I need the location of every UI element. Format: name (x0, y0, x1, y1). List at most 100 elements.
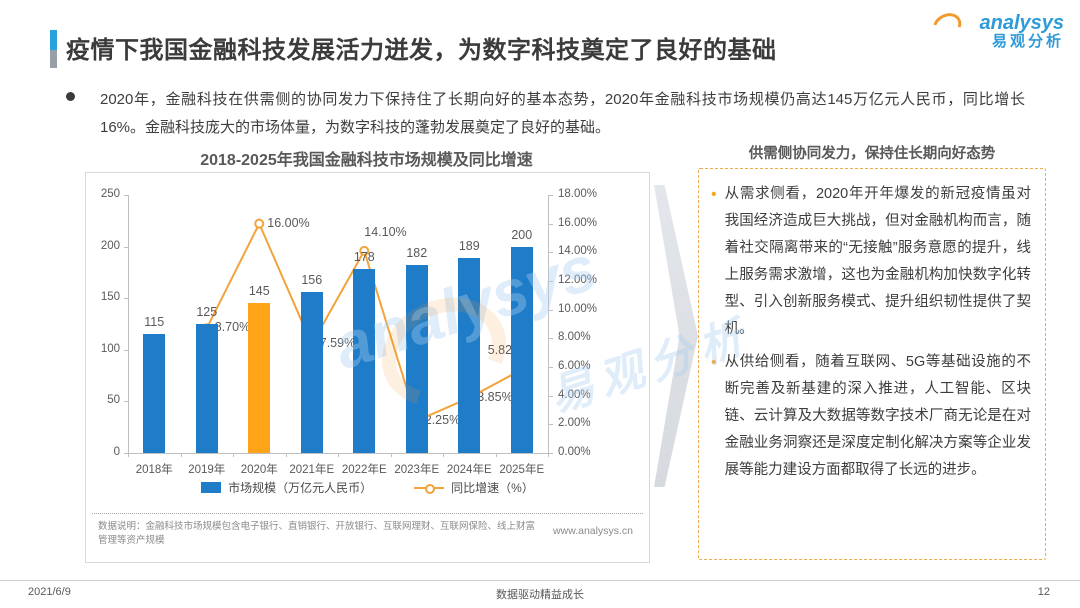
y-axis-right-label: 0.00% (558, 446, 591, 458)
y-axis-left (128, 195, 129, 453)
chart-card: 5.82% 3.85% 2.25% 14.10% 7.59% 16.00% 8.70% 200… (85, 172, 650, 563)
x-axis-label: 2022年E (341, 464, 387, 476)
x-axis-label: 2025年E (499, 464, 545, 476)
legend-item-growth-rate: 同比增速（%） (414, 479, 534, 496)
x-axis-label: 2018年 (135, 464, 173, 476)
panel-bullet-1: • 从需求侧看，2020年开年爆发的新冠疫情虽对我国经济造成巨大挑战，但对金融机构… (711, 181, 1031, 343)
footer-date: 2021/6/9 (28, 586, 71, 598)
transition-arrow (654, 185, 698, 487)
market-scale-bar-2018年 (143, 334, 166, 453)
y-axis-left-label: 50 (107, 394, 120, 407)
legend-item-market-scale: 市场规模（万亿元人民币） (201, 479, 372, 496)
footer-motto: 数据驱动精益成长 (496, 589, 584, 601)
y-axis-right-label: 2.00% (558, 417, 591, 430)
market-scale-bar-2020年 (248, 303, 271, 453)
panel-bullet-text: 从需求侧看，2020年开年爆发的新冠疫情虽对我国经济造成巨大挑战，但对金融机构而… (724, 186, 1031, 337)
page-title: 疫情下我国金融科技发展活力迸发，为数字科技奠定了良好的基础 (66, 37, 777, 64)
footer-page-number: 12 (1037, 586, 1050, 598)
logo-text-en: analysys (979, 12, 1064, 34)
y-axis-left-label: 150 (100, 291, 120, 304)
y-axis-left-label: 100 (100, 342, 120, 355)
chart-title: 2018-2025年我国金融科技市场规模及同比增速 (200, 152, 533, 169)
bar-value-label: 200 (511, 227, 533, 242)
y-axis-right-label: 10.00% (558, 302, 598, 315)
y-axis-right-tick (549, 223, 553, 225)
y-axis-right (548, 195, 549, 453)
y-axis-right-label: 6.00% (558, 360, 591, 372)
y-axis-left-tick (124, 401, 128, 403)
y-axis-right-tick (549, 424, 553, 426)
growth-value-label: 3.85% (477, 389, 513, 404)
bar-value-label: 115 (144, 315, 165, 330)
y-axis-left-tick (124, 349, 128, 351)
market-scale-bar-2021年E (300, 292, 323, 453)
x-axis-label: 2021年E (289, 464, 335, 476)
bar-value-label: 182 (406, 246, 428, 261)
chart-data-note: 数据说明：金融科技市场规模包含电子银行、直销银行、开放银行、互联网理财、互联网保… (98, 521, 536, 546)
market-scale-bar-2025年E (510, 246, 533, 453)
chart-legend: 市场规模（万亿元人民币） 同比增速（%） (86, 479, 649, 496)
growth-marker-icon (359, 245, 370, 256)
panel-box: • 从需求侧看，2020年开年爆发的新冠疫情虽对我国经济造成巨大挑战，但对金融机构… (698, 168, 1046, 560)
legend-label-market-scale: 市场规模（万亿元人民币） (228, 481, 373, 495)
bar-value-label: 189 (458, 238, 480, 253)
footer-divider (0, 580, 1080, 581)
y-axis-left-label: 200 (100, 239, 120, 252)
growth-value-label: 2.25% (424, 412, 461, 427)
x-axis-tick (338, 453, 339, 457)
y-axis-left-label: 0 (113, 446, 120, 458)
x-axis-tick (548, 453, 549, 457)
x-axis-tick (285, 453, 287, 457)
x-axis-tick (390, 453, 392, 457)
y-axis-right-label: 8.00% (558, 331, 591, 344)
analysys-logo: analysys 易观分析 (928, 8, 1064, 51)
market-scale-bar-2022年E (353, 269, 376, 453)
legend-line-swatch-icon (414, 483, 445, 494)
title-accent-bar (50, 30, 57, 68)
y-axis-right-label: 12.00% (558, 274, 598, 286)
x-axis-tick (443, 453, 444, 457)
market-scale-bar-2023年E (405, 265, 428, 453)
x-axis-tick (128, 453, 129, 457)
bullet-dot-icon: • (711, 186, 717, 203)
growth-marker-icon (254, 218, 265, 229)
panel-bullet-text: 从供给侧看，随着互联网、5G等基础设施的不断完善及新基建的深入推进，人工智能、区… (724, 354, 1031, 478)
x-axis-tick (233, 453, 234, 457)
y-axis-right-tick (549, 453, 553, 454)
bar-value-label: 178 (353, 250, 375, 265)
y-axis-right-tick (549, 338, 553, 340)
y-axis-right-tick (549, 367, 553, 368)
intro-bullet-dot (66, 92, 75, 101)
y-axis-left-label: 250 (100, 188, 120, 200)
y-axis-right-tick (549, 281, 553, 282)
legend-bar-swatch-icon (201, 482, 222, 493)
x-axis-label: 2024年E (446, 464, 492, 476)
panel-bullet-list: • 从需求侧看，2020年开年爆发的新冠疫情虽对我国经济造成巨大挑战，但对金融机构… (711, 181, 1031, 484)
bar-value-label: 125 (196, 305, 218, 319)
growth-value-label: 7.59% (319, 336, 356, 351)
y-axis-right-label: 14.00% (558, 245, 598, 258)
y-axis-right-tick (549, 195, 553, 196)
y-axis-right-label: 18.00% (558, 188, 598, 200)
logo-text-cn: 易观分析 (991, 33, 1064, 50)
growth-value-label: 14.10% (364, 224, 407, 239)
panel-title: 供需侧协同发力，保持住长期向好态势 (748, 146, 996, 162)
bullet-dot-icon: • (711, 354, 717, 371)
x-axis (128, 453, 549, 454)
y-axis-left-tick (124, 453, 128, 454)
market-scale-bar-2024年E (458, 257, 481, 453)
x-axis-label: 2019年 (188, 464, 226, 476)
growth-value-label: 16.00% (267, 215, 310, 230)
y-axis-right-tick (549, 395, 553, 397)
x-axis-tick (495, 453, 497, 457)
y-axis-right-label: 4.00% (558, 388, 591, 401)
market-scale-bar-2019年 (195, 324, 218, 453)
intro-text: 2020年，金融科技在供需侧的协同发力下保持住了长期向好的基本态势，2020年金… (100, 91, 1025, 136)
y-axis-left-tick (124, 246, 128, 248)
y-axis-right-tick (549, 252, 553, 254)
x-axis-tick (180, 453, 182, 457)
x-axis-label: 2020年 (240, 464, 278, 476)
legend-label-growth-rate: 同比增速（%） (451, 481, 534, 495)
note-separator (92, 513, 643, 514)
